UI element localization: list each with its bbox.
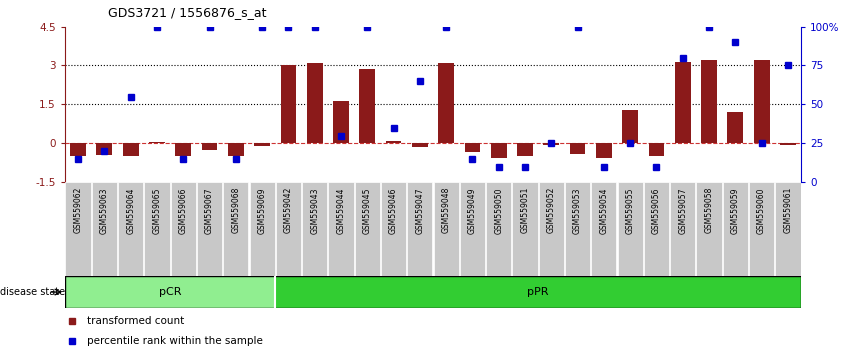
Bar	[302, 182, 327, 276]
Text: GSM559047: GSM559047	[416, 187, 424, 234]
Text: GSM559057: GSM559057	[678, 187, 688, 234]
Bar	[539, 182, 564, 276]
Bar	[381, 182, 406, 276]
Text: GSM559066: GSM559066	[178, 187, 188, 234]
Bar	[197, 182, 223, 276]
Bar	[701, 60, 717, 143]
Text: GSM559050: GSM559050	[494, 187, 503, 234]
Bar	[255, 143, 270, 146]
Bar	[643, 182, 669, 276]
Bar	[438, 63, 454, 143]
Text: GSM559054: GSM559054	[599, 187, 609, 234]
Bar	[464, 143, 481, 153]
Bar	[307, 63, 322, 143]
Bar	[123, 143, 139, 156]
Text: pPR: pPR	[527, 287, 549, 297]
Bar	[118, 182, 143, 276]
Bar	[407, 182, 432, 276]
Text: GSM559051: GSM559051	[520, 187, 529, 233]
Bar	[780, 143, 796, 145]
Text: GSM559068: GSM559068	[231, 187, 241, 233]
Bar	[249, 182, 275, 276]
Bar	[517, 143, 533, 156]
Bar	[65, 276, 275, 308]
Bar	[696, 182, 721, 276]
Bar	[96, 143, 113, 155]
Bar	[355, 182, 380, 276]
Bar	[434, 182, 459, 276]
Text: GSM559065: GSM559065	[152, 187, 161, 234]
Bar	[171, 182, 196, 276]
Text: GSM559069: GSM559069	[257, 187, 267, 234]
Bar	[513, 182, 538, 276]
Bar	[223, 182, 249, 276]
Bar	[202, 143, 217, 150]
Text: transformed count: transformed count	[87, 316, 184, 326]
Text: GSM559052: GSM559052	[546, 187, 556, 233]
Bar	[328, 182, 353, 276]
Text: GSM559060: GSM559060	[757, 187, 766, 234]
Text: GSM559064: GSM559064	[126, 187, 135, 234]
Bar	[775, 182, 800, 276]
Text: GSM559063: GSM559063	[100, 187, 109, 234]
Bar	[617, 182, 643, 276]
Bar	[727, 112, 743, 143]
Bar	[281, 65, 296, 143]
Bar	[623, 110, 638, 143]
Text: percentile rank within the sample: percentile rank within the sample	[87, 336, 263, 346]
Text: GSM559048: GSM559048	[442, 187, 450, 233]
Bar	[460, 182, 485, 276]
Bar	[723, 182, 748, 276]
Text: pCR: pCR	[158, 287, 181, 297]
Bar	[749, 182, 774, 276]
Text: GSM559055: GSM559055	[625, 187, 635, 234]
Bar	[649, 143, 664, 156]
Text: GSM559058: GSM559058	[705, 187, 714, 233]
Bar	[491, 143, 507, 158]
Bar	[359, 69, 375, 143]
Bar	[66, 182, 91, 276]
Text: GSM559042: GSM559042	[284, 187, 293, 233]
Bar	[149, 142, 165, 143]
Bar	[385, 141, 402, 143]
Bar	[228, 143, 243, 156]
Text: GSM559045: GSM559045	[363, 187, 372, 234]
Bar	[596, 143, 611, 158]
Bar	[591, 182, 617, 276]
Bar	[333, 101, 349, 143]
Text: GSM559049: GSM559049	[468, 187, 477, 234]
Bar	[145, 182, 170, 276]
Bar	[412, 143, 428, 147]
Bar	[486, 182, 511, 276]
Text: GSM559059: GSM559059	[731, 187, 740, 234]
Bar	[565, 182, 591, 276]
Text: disease state: disease state	[0, 287, 65, 297]
Text: GDS3721 / 1556876_s_at: GDS3721 / 1556876_s_at	[108, 6, 267, 18]
Text: GSM559046: GSM559046	[389, 187, 398, 234]
Bar	[544, 143, 559, 145]
Bar	[570, 143, 585, 154]
Bar	[275, 276, 801, 308]
Bar	[670, 182, 695, 276]
Text: GSM559053: GSM559053	[573, 187, 582, 234]
Text: GSM559044: GSM559044	[337, 187, 346, 234]
Bar	[275, 182, 301, 276]
Text: GSM559056: GSM559056	[652, 187, 661, 234]
Text: GSM559043: GSM559043	[310, 187, 320, 234]
Text: GSM559062: GSM559062	[74, 187, 82, 233]
Bar	[175, 143, 191, 156]
Bar	[92, 182, 117, 276]
Bar	[753, 60, 770, 143]
Text: GSM559067: GSM559067	[205, 187, 214, 234]
Text: GSM559061: GSM559061	[784, 187, 792, 233]
Bar	[675, 62, 691, 143]
Bar	[70, 143, 86, 156]
